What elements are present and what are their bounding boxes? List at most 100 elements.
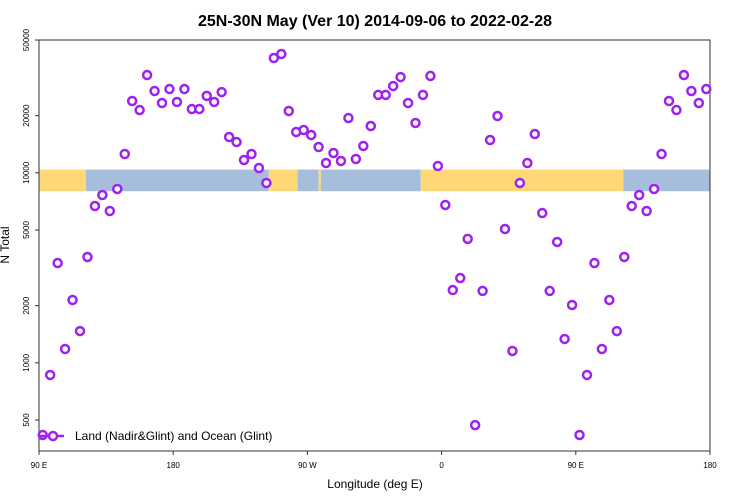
data-point [231, 136, 242, 148]
data-point [216, 86, 227, 98]
data-point [454, 272, 466, 284]
data-point [67, 294, 78, 306]
data-point [559, 333, 570, 345]
data-point [701, 83, 712, 95]
data-point [641, 205, 652, 217]
data-point [208, 96, 220, 108]
data-point [619, 251, 630, 263]
legend-marker [47, 430, 59, 442]
ocean-segment [85, 169, 269, 192]
x-tick-label: 180 [703, 461, 717, 470]
data-point [246, 148, 257, 160]
y-tick-label: 1000 [22, 353, 31, 371]
data-point [410, 117, 421, 129]
data-point [253, 162, 265, 174]
data-point [663, 95, 675, 107]
data-point [276, 48, 287, 60]
data-point [82, 251, 93, 263]
data-point [44, 369, 56, 381]
data-point [305, 129, 317, 141]
data-point [380, 89, 391, 101]
data-point [89, 200, 101, 212]
ocean-segment [297, 169, 319, 192]
data-point [626, 200, 637, 212]
data-point [97, 189, 108, 201]
data-point [171, 96, 183, 108]
data-point [141, 69, 153, 81]
data-point [134, 104, 145, 116]
data-point [596, 343, 608, 355]
data-point [417, 89, 429, 101]
data-point [469, 419, 481, 431]
x-tick-label: 90 E [31, 461, 47, 470]
data-point [149, 85, 160, 97]
land-segment [268, 169, 298, 192]
data-point [59, 343, 71, 355]
y-axis: 50000 20000 10000 5000 2000 1000 500 [22, 28, 39, 427]
data-point [313, 141, 324, 153]
data-point [425, 70, 436, 82]
data-point [522, 157, 533, 169]
ocean-segment [320, 169, 421, 192]
data-point [201, 90, 212, 102]
data-point [566, 299, 578, 311]
data-point [440, 199, 451, 211]
y-axis-label: N Total [0, 226, 12, 263]
land-segment [318, 169, 321, 192]
data-point [633, 189, 645, 201]
data-point [447, 284, 459, 296]
data-point [320, 157, 332, 169]
data-point [268, 52, 280, 64]
data-point [104, 205, 116, 217]
y-tick-label: 5000 [22, 221, 31, 239]
data-point [574, 429, 585, 441]
ocean-segment [623, 169, 710, 192]
data-point [238, 154, 250, 166]
x-tick-label: 90 W [298, 461, 317, 470]
data-point [484, 134, 496, 146]
legend: Land (Nadir&Glint) and Ocean (Glint) [39, 429, 272, 443]
x-axis-label: Longitude (deg E) [327, 477, 422, 491]
data-point [604, 294, 615, 306]
data-point [581, 369, 593, 381]
data-point [693, 97, 705, 109]
plot-frame [38, 39, 711, 452]
data-point [261, 177, 272, 189]
data-point [678, 69, 690, 81]
data-point [283, 105, 295, 117]
data-point [223, 131, 235, 143]
data-point [328, 147, 339, 159]
data-point [507, 345, 518, 357]
data-point [395, 71, 406, 83]
data-point [537, 207, 548, 219]
data-point [656, 148, 667, 160]
data-point [551, 236, 563, 248]
data-point [499, 223, 511, 235]
data-point [298, 124, 309, 136]
land-ocean-band [39, 169, 710, 192]
data-point [544, 285, 555, 297]
data-point [126, 95, 138, 107]
y-tick-label: 10000 [22, 161, 31, 184]
data-points [37, 48, 712, 441]
data-point [477, 285, 488, 297]
data-point [343, 112, 354, 124]
data-point [529, 128, 541, 140]
data-point [350, 153, 362, 165]
y-tick-label: 20000 [22, 104, 31, 127]
data-point [52, 257, 63, 269]
x-tick-label: 180 [167, 461, 181, 470]
chart-title: 25N-30N May (Ver 10) 2014-09-06 to 2022-… [198, 13, 552, 30]
data-point [112, 183, 123, 195]
data-point [648, 183, 660, 195]
data-point [164, 83, 175, 95]
data-point [492, 110, 503, 122]
data-point [671, 104, 682, 116]
data-point [365, 120, 377, 132]
y-tick-label: 2000 [22, 296, 31, 314]
x-tick-label: 90 E [568, 461, 584, 470]
data-point [358, 140, 369, 152]
land-segment [39, 169, 86, 192]
data-point [462, 233, 473, 245]
legend-label: Land (Nadir&Glint) and Ocean (Glint) [75, 429, 272, 443]
